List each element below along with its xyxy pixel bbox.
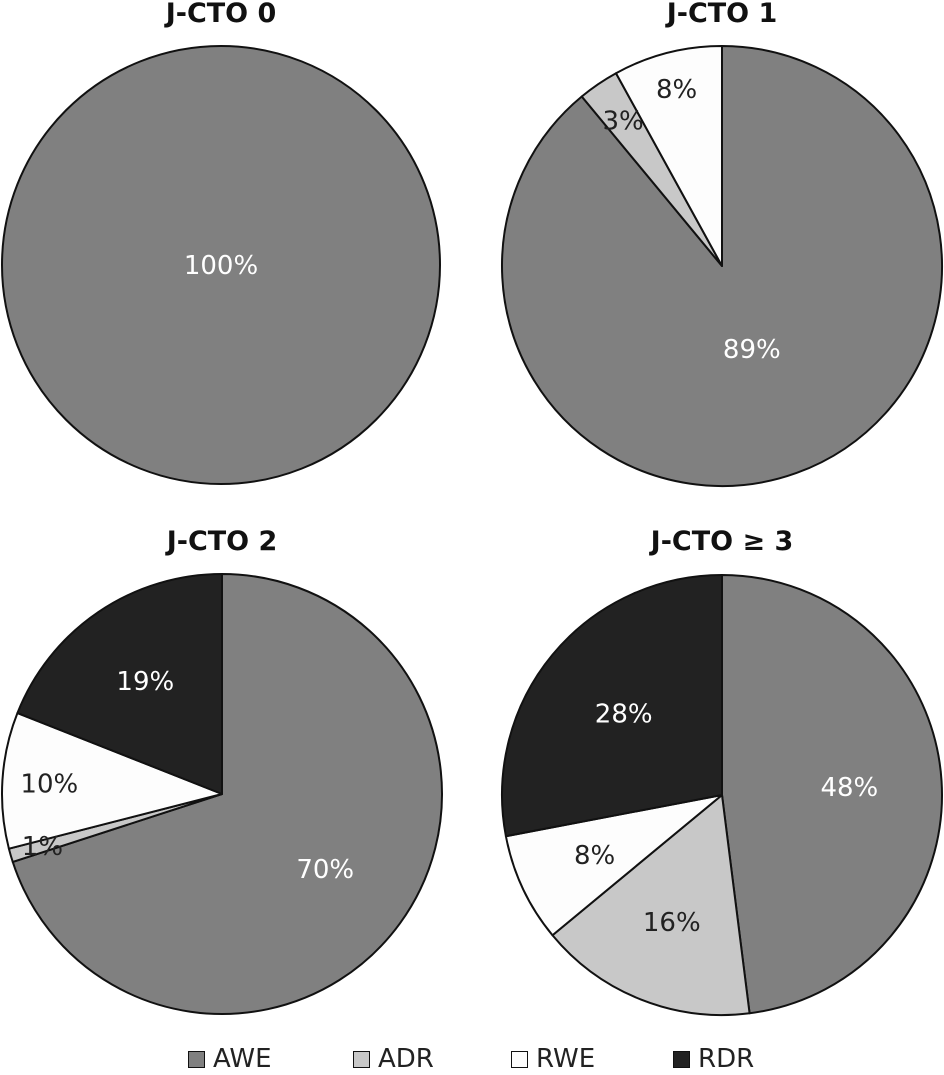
- legend-swatch-awe: [188, 1050, 205, 1068]
- legend-swatch-rwe: [511, 1050, 528, 1068]
- legend: AWE ADR RWE RDR: [0, 1043, 944, 1075]
- pie-2-label-rwe: 8%: [656, 75, 697, 105]
- pie-4-slice-rwe: [504, 794, 723, 937]
- pie-3-slice-rdr: [16, 573, 223, 795]
- pie-4-slice-adr: [551, 794, 751, 1016]
- pie-3-label-adr: 1%: [22, 832, 63, 862]
- pie-1-label-awe: 100%: [184, 251, 258, 281]
- pie-4-slice-awe: [721, 574, 944, 1015]
- legend-swatch-rdr: [673, 1050, 690, 1068]
- legend-label-rwe: RWE: [536, 1044, 596, 1074]
- pie-1-slice-awe: [1, 45, 441, 485]
- pie-2-label-adr: 3%: [602, 106, 643, 136]
- pie-title-1: J-CTO 0: [164, 0, 277, 29]
- pie-4-label-awe: 48%: [820, 773, 878, 803]
- pie-3: J-CTO 2 70% 1% 10% 19%: [1, 526, 443, 1015]
- pie-4-label-rdr: 28%: [595, 700, 653, 730]
- legend-item-rdr: RDR: [673, 1043, 754, 1075]
- legend-label-adr: ADR: [378, 1044, 434, 1074]
- pie-4-label-adr: 16%: [643, 908, 701, 938]
- legend-item-adr: ADR: [353, 1043, 434, 1075]
- pie-3-slice-rwe: [1, 712, 223, 850]
- legend-item-awe: AWE: [188, 1043, 272, 1075]
- pie-3-label-awe: 70%: [296, 855, 354, 885]
- pie-4: J-CTO ≥ 3 48% 16% 8% 28%: [501, 526, 944, 1016]
- pie-1: J-CTO 0 100%: [1, 0, 441, 485]
- pie-2-label-awe: 89%: [723, 335, 781, 365]
- legend-label-awe: AWE: [213, 1044, 272, 1074]
- legend-label-rdr: RDR: [698, 1044, 755, 1074]
- pie-4-label-rwe: 8%: [574, 841, 615, 871]
- pie-2: J-CTO 1 89% 3% 8%: [501, 0, 943, 487]
- legend-item-rwe: RWE: [511, 1043, 595, 1075]
- pie-title-2: J-CTO 1: [665, 0, 778, 29]
- pie-3-slice-awe: [11, 573, 443, 1015]
- pie-3-label-rwe: 10%: [20, 770, 78, 800]
- pie-title-4: J-CTO ≥ 3: [649, 526, 794, 557]
- pie-title-3: J-CTO 2: [165, 526, 278, 557]
- pie-4-slice-rdr: [501, 574, 723, 838]
- pie-3-label-rdr: 19%: [116, 667, 174, 697]
- pie-2-slice-rwe: [615, 45, 723, 267]
- legend-swatch-adr: [353, 1050, 370, 1068]
